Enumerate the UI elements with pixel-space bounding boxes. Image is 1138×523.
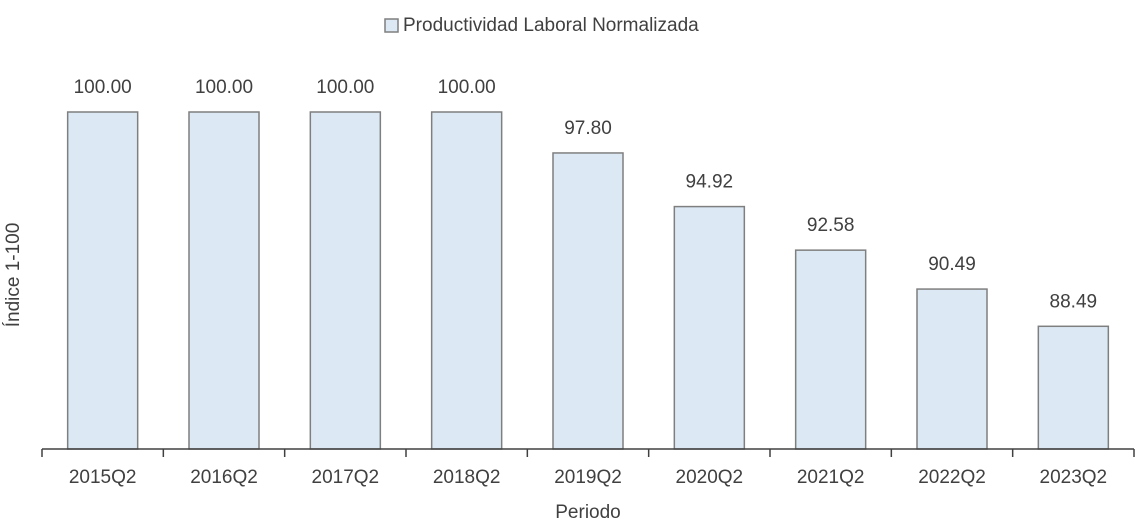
data-label: 100.00	[316, 77, 374, 98]
x-tick-label: 2021Q2	[797, 467, 865, 488]
y-axis-title: Índice 1-100	[3, 223, 24, 328]
data-label: 94.92	[686, 172, 734, 193]
legend-swatch	[384, 18, 399, 33]
x-tick-label: 2023Q2	[1040, 467, 1108, 488]
bar	[1037, 325, 1110, 450]
bar	[430, 111, 503, 450]
data-label: 97.80	[564, 118, 612, 139]
bar	[673, 205, 746, 450]
x-axis-title: Periodo	[555, 502, 621, 523]
data-label: 100.00	[438, 77, 496, 98]
legend-label: Productividad Laboral Normalizada	[403, 15, 699, 36]
x-tick-label: 2015Q2	[69, 467, 137, 488]
x-tick-label: 2019Q2	[554, 467, 622, 488]
x-tick-label: 2018Q2	[433, 467, 501, 488]
bar	[552, 152, 624, 450]
x-tick-label: 2022Q2	[918, 467, 986, 488]
x-tick-label: 2017Q2	[312, 467, 380, 488]
bar	[66, 111, 139, 450]
bar	[309, 111, 382, 450]
data-label: 100.00	[195, 77, 253, 98]
data-label: 90.49	[928, 254, 976, 275]
data-label: 100.00	[74, 77, 132, 98]
bar	[188, 111, 260, 450]
bar	[794, 249, 867, 450]
data-label: 92.58	[807, 215, 855, 236]
x-tick-label: 2020Q2	[676, 467, 744, 488]
x-tick-label: 2016Q2	[190, 467, 258, 488]
bar	[916, 288, 988, 450]
data-label: 88.49	[1050, 291, 1098, 312]
